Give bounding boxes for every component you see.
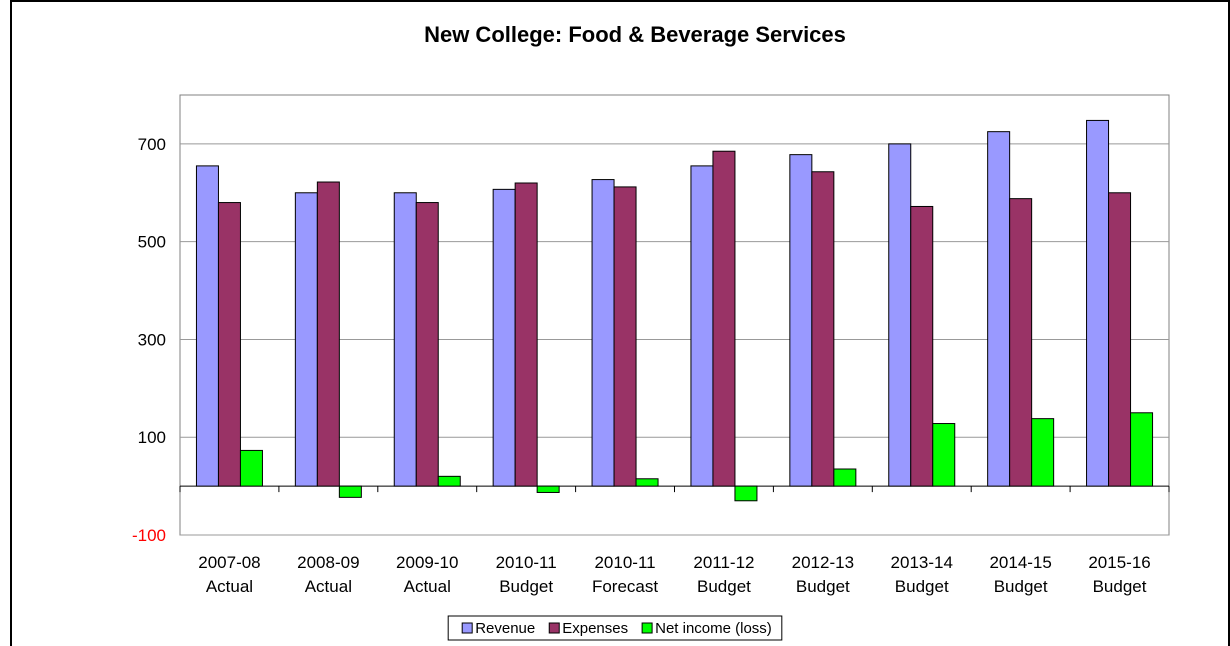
x-category-label: Budget [499, 577, 553, 596]
x-category-label: 2012-13 [792, 553, 854, 572]
x-category-label: Budget [697, 577, 751, 596]
x-category-label: Actual [404, 577, 451, 596]
x-category-label: Budget [796, 577, 850, 596]
bar-revenue [195, 165, 219, 487]
bar-net-income-loss [734, 485, 758, 502]
x-category-label: 2009-10 [396, 553, 458, 572]
bar-revenue [591, 179, 615, 487]
chart-title: New College: Food & Beverage Services [424, 22, 846, 47]
bar-net-income-loss [1130, 412, 1154, 487]
bar-revenue [690, 165, 714, 487]
legend-swatch [461, 622, 473, 634]
bar-expenses [1108, 192, 1132, 487]
bar-expenses [316, 181, 340, 487]
bar-revenue [393, 192, 417, 487]
bar-net-income-loss [1031, 418, 1055, 487]
bar-expenses [712, 150, 736, 487]
bar-expenses [811, 171, 835, 487]
bar-expenses [415, 202, 439, 487]
bar-net-income-loss [437, 475, 461, 487]
x-category-label: Actual [305, 577, 352, 596]
bar-net-income-loss [635, 478, 659, 487]
x-category-label: Budget [1093, 577, 1147, 596]
bar-expenses [910, 205, 934, 487]
bar-net-income-loss [536, 485, 560, 493]
bar-expenses [514, 182, 538, 487]
y-tick-label: 700 [138, 135, 166, 154]
x-axis-categories: 2007-08 Actual 2008-09 Actual 2009-10 Actual 2… [198, 553, 1150, 596]
x-category-label: 2015-16 [1088, 553, 1150, 572]
legend-box [447, 615, 783, 641]
x-category-label: Budget [895, 577, 949, 596]
y-axis-ticks: -100 100 300 500 700 [132, 135, 166, 545]
x-category-label: 2014-15 [989, 553, 1051, 572]
bar-net-income-loss [239, 449, 263, 487]
bar-revenue [1086, 119, 1110, 487]
x-category-label: 2013-14 [891, 553, 953, 572]
y-tick-label: 500 [138, 233, 166, 252]
legend-label: Revenue [475, 620, 535, 637]
bar-net-income-loss [932, 423, 956, 487]
x-category-label: Forecast [592, 577, 658, 596]
bar-expenses [1009, 198, 1033, 487]
bar-expenses [217, 202, 241, 487]
bar-revenue [294, 192, 318, 487]
y-tick-label: 300 [138, 330, 166, 349]
bar-expenses [613, 186, 637, 487]
bar-net-income-loss [833, 468, 857, 487]
x-category-label: 2007-08 [198, 553, 260, 572]
x-category-label: 2008-09 [297, 553, 359, 572]
x-category-label: 2010-11 [594, 553, 655, 572]
legend-label: Expenses [562, 620, 628, 637]
bar-revenue [987, 131, 1011, 487]
x-category-label: Actual [206, 577, 253, 596]
bar-revenue [492, 188, 516, 487]
y-tick-label: 100 [138, 428, 166, 447]
chart-frame [10, 0, 1230, 646]
bar-revenue [789, 154, 813, 487]
legend: Revenue Expenses Net income (loss) [447, 615, 783, 641]
bars [195, 119, 1154, 502]
bar-revenue [888, 143, 912, 487]
bar-net-income-loss [338, 485, 362, 498]
x-category-label: 2010-11 [496, 553, 557, 572]
legend-label: Net income (loss) [655, 620, 772, 637]
legend-swatch [641, 622, 653, 634]
x-category-label: 2011-12 [693, 553, 754, 572]
x-category-label: Budget [994, 577, 1048, 596]
legend-swatch [548, 622, 560, 634]
y-tick-label: -100 [132, 526, 166, 545]
